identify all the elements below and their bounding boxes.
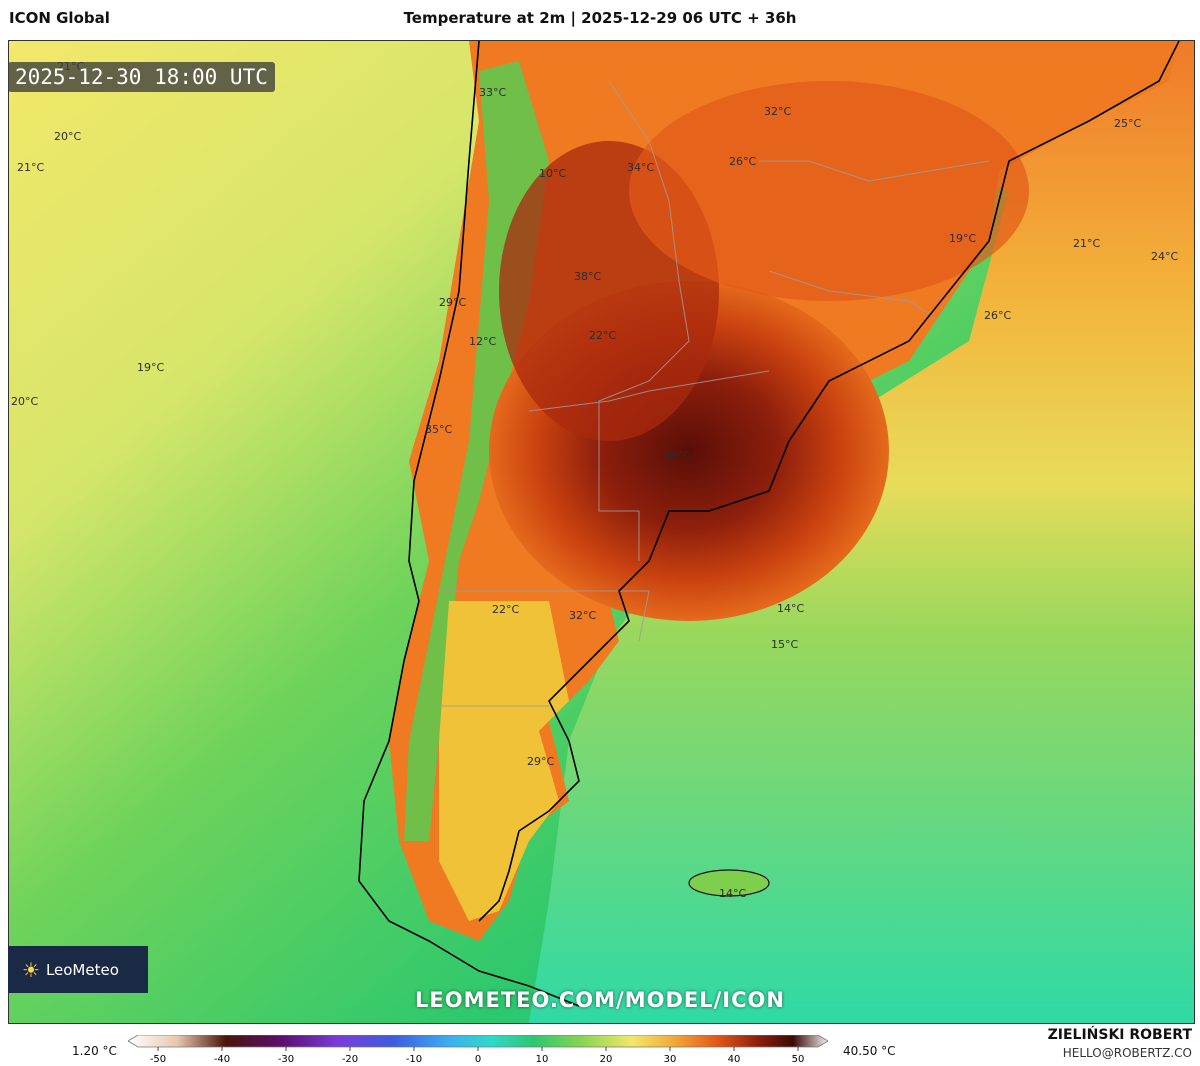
author-email[interactable]: HELLO@ROBERTZ.CO	[1062, 1046, 1192, 1060]
colorbar-tick-label: 10	[536, 1054, 549, 1065]
temperature-label: 35°C	[425, 423, 452, 436]
colorbar-tick-label: -20	[342, 1054, 358, 1065]
colorbar-tick-label: -50	[150, 1054, 166, 1065]
temperature-label: 22°C	[492, 603, 519, 616]
temperature-label: 38°C	[574, 270, 601, 283]
temperature-label: 26°C	[984, 309, 1011, 322]
temperature-label: 22°C	[589, 329, 616, 342]
temperature-label: 14°C	[777, 602, 804, 615]
valid-time-badge: 2025-12-30 18:00 UTC	[8, 62, 275, 92]
temperature-label: 25°C	[1114, 117, 1141, 130]
map-canvas: 21°C 20°C 21°C 19°C 20°C 33°C 10°C 29°C 12°C 35°C…	[9, 41, 1194, 1023]
temperature-label: 10°C	[539, 167, 566, 180]
temperature-label: 14°C	[719, 887, 746, 900]
colorbar-tick-label: -30	[278, 1054, 294, 1065]
temperature-label: 21°C	[1073, 237, 1100, 250]
colorbar-min-label: 1.20 °C	[72, 1044, 117, 1058]
temperature-label: 40°C	[664, 449, 691, 462]
temperature-label: 24°C	[1151, 250, 1178, 263]
colorbar: -50 -40 -30 -20 -10 0 10 20 30 40 50	[128, 1035, 828, 1065]
author-name: ZIELIŃSKI ROBERT	[1047, 1027, 1192, 1043]
temperature-label: 32°C	[764, 105, 791, 118]
temperature-label: 29°C	[527, 755, 554, 768]
temperature-map[interactable]: 21°C 20°C 21°C 19°C 20°C 33°C 10°C 29°C 12°C 35°C…	[8, 40, 1195, 1024]
colorbar-tick-label: 0	[475, 1054, 481, 1065]
temperature-label: 19°C	[949, 232, 976, 245]
leometeo-logo[interactable]: ☀ LeoMeteo	[8, 946, 148, 993]
colorbar-tick-label: 40	[728, 1054, 741, 1065]
model-name: ICON Global	[9, 9, 110, 27]
sun-icon: ☀	[22, 957, 40, 982]
map-title: Temperature at 2m | 2025-12-29 06 UTC + …	[403, 9, 797, 27]
temperature-label: 26°C	[729, 155, 756, 168]
temperature-label: 32°C	[569, 609, 596, 622]
temperature-label: 33°C	[479, 86, 506, 99]
temperature-label: 20°C	[54, 130, 81, 143]
colorbar-max-label: 40.50 °C	[843, 1044, 896, 1058]
temperature-label: 15°C	[771, 638, 798, 651]
temperature-label: 29°C	[439, 296, 466, 309]
temperature-label: 21°C	[17, 161, 44, 174]
source-watermark: LEOMETEO.COM/MODEL/ICON	[415, 988, 785, 1012]
temperature-label: 19°C	[137, 361, 164, 374]
colorbar-tick-label: -10	[406, 1054, 422, 1065]
temperature-label: 34°C	[627, 161, 654, 174]
logo-text: LeoMeteo	[45, 960, 119, 979]
temperature-label: 12°C	[469, 335, 496, 348]
colorbar-tick-label: 50	[792, 1054, 805, 1065]
temperature-label: 20°C	[11, 395, 38, 408]
colorbar-tick-label: -40	[214, 1054, 230, 1065]
colorbar-tick-label: 30	[664, 1054, 677, 1065]
colorbar-tick-label: 20	[600, 1054, 613, 1065]
